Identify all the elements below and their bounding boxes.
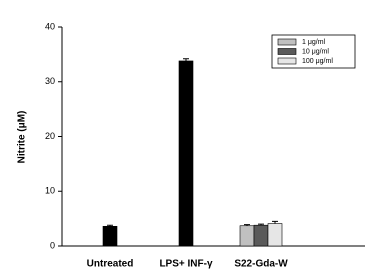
x-tick-label: Untreated <box>87 259 134 270</box>
bar <box>267 223 283 247</box>
y-tick-label: 20 <box>45 131 55 141</box>
legend-swatch <box>277 57 297 65</box>
error-bar <box>183 58 189 61</box>
legend-label: 100 μg/ml <box>302 58 333 65</box>
y-axis-label: Nitrite (μM) <box>17 111 28 164</box>
error-bar <box>258 223 264 226</box>
bar <box>253 224 269 247</box>
legend-swatch <box>277 48 297 55</box>
error-bar <box>244 224 250 226</box>
legend-label: 1 μg/ml <box>302 39 326 46</box>
bar <box>102 225 118 247</box>
error-bar <box>107 224 113 227</box>
y-tick-label: 0 <box>50 240 55 250</box>
y-tick-label: 40 <box>45 21 55 31</box>
bar <box>178 60 194 247</box>
y-tick-label: 10 <box>45 186 55 196</box>
bar <box>239 225 255 247</box>
legend-swatch <box>277 38 297 46</box>
y-tick-label: 30 <box>45 76 55 86</box>
legend-label: 10 μg/ml <box>302 48 329 55</box>
x-tick-label: LPS+ INF-γ <box>159 259 213 270</box>
error-bar <box>272 220 278 224</box>
x-tick-label: S22-Gda-W <box>234 259 288 270</box>
